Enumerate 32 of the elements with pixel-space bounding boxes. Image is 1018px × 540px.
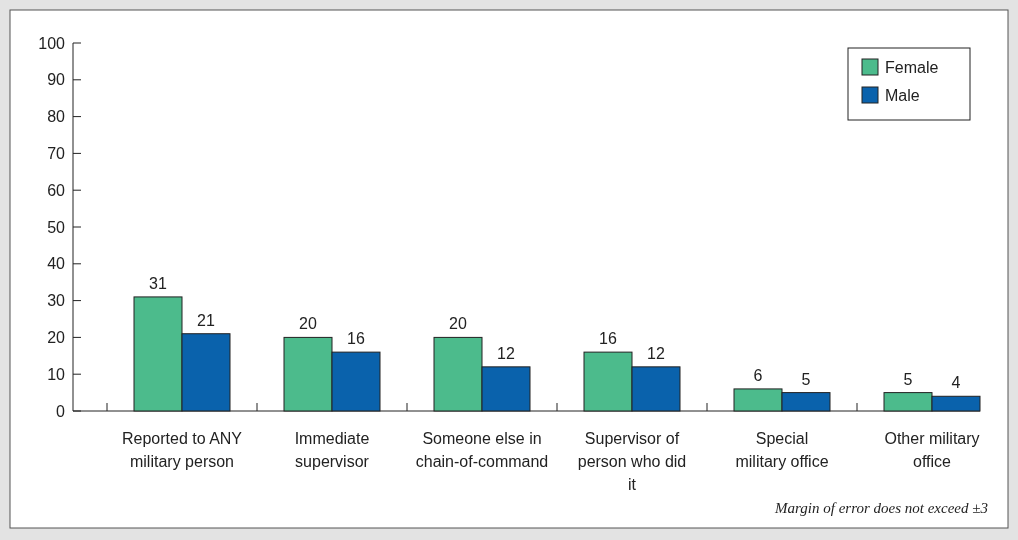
data-label: 12 [647, 344, 665, 362]
data-label: 20 [299, 315, 317, 333]
legend-label: Male [885, 86, 920, 104]
x-tick-label: Someone else in chain-of-command [415, 430, 549, 470]
x-tick-label: Supervisor of person who did it [577, 430, 687, 493]
y-tick-label: 100 [38, 34, 66, 52]
x-tick-label: Reported to ANY military person [121, 430, 243, 470]
text: Margin of error does not exceed ±3 [774, 500, 988, 516]
x-tick-label: Immediate supervisor [294, 430, 370, 470]
y-tick-label: 30 [47, 292, 66, 310]
y-tick-label: 70 [47, 145, 66, 162]
y-tick-label: 20 [47, 329, 66, 346]
data-label: 31 [149, 274, 167, 292]
y-tick-label: 50 [47, 218, 66, 236]
data-label: 16 [599, 330, 617, 348]
data-label: 6 [753, 366, 763, 384]
data-label: 5 [903, 370, 913, 388]
x-tick-label: Special military office [735, 430, 829, 470]
data-label: 16 [347, 330, 365, 348]
x-tick-label: Other military office [884, 430, 980, 470]
y-tick-label: 0 [56, 402, 66, 420]
y-tick-label: 90 [47, 71, 66, 89]
y-tick-label: 10 [47, 365, 66, 383]
y-tick-label: 80 [47, 108, 66, 126]
y-tick-label: 40 [47, 255, 66, 273]
y-tick-label: 60 [47, 181, 66, 199]
data-label: 12 [497, 344, 515, 362]
data-label: 20 [449, 315, 467, 333]
data-label: 4 [951, 374, 961, 392]
legend-label: Female [885, 58, 939, 76]
data-label: 21 [197, 311, 215, 329]
data-label: 5 [801, 370, 811, 388]
